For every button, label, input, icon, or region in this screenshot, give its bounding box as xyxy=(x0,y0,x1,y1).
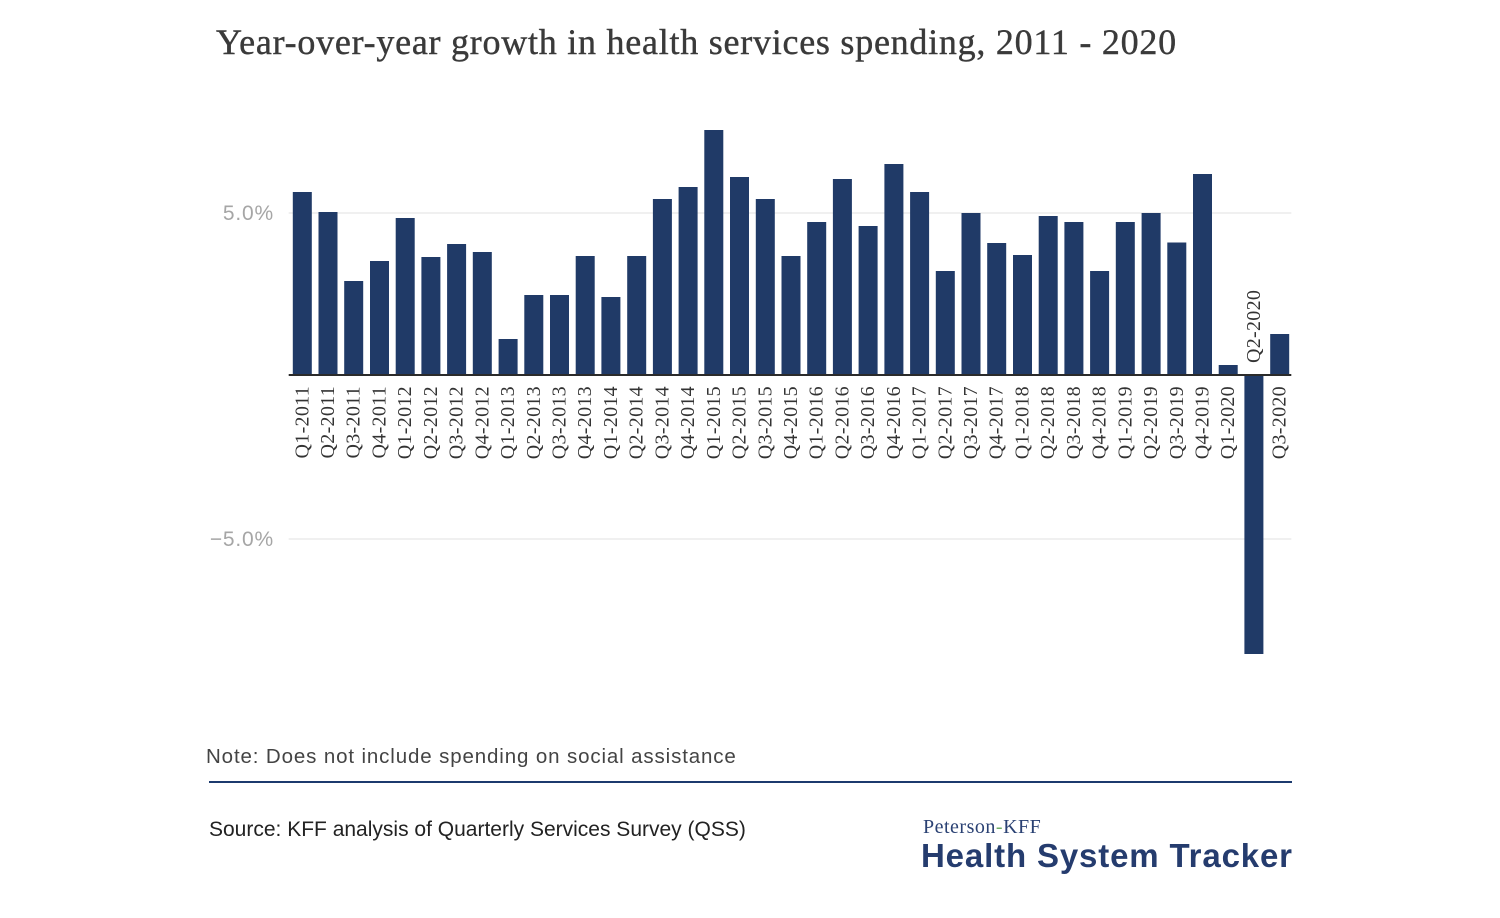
svg-text:Q4-2012: Q4-2012 xyxy=(471,386,493,459)
svg-text:Q2-2013: Q2-2013 xyxy=(523,386,545,459)
svg-text:Q4-2013: Q4-2013 xyxy=(574,386,596,459)
svg-text:Q4-2015: Q4-2015 xyxy=(780,386,802,459)
svg-text:Q1-2013: Q1-2013 xyxy=(497,386,519,459)
svg-text:Q3-2011: Q3-2011 xyxy=(343,386,365,458)
svg-text:Q4-2019: Q4-2019 xyxy=(1192,386,1214,459)
svg-text:Q2-2019: Q2-2019 xyxy=(1140,386,1162,459)
svg-text:Q1-2016: Q1-2016 xyxy=(806,386,828,459)
svg-text:Q2-2011: Q2-2011 xyxy=(317,386,339,458)
svg-text:Q1-2019: Q1-2019 xyxy=(1114,386,1136,459)
svg-text:Q4-2011: Q4-2011 xyxy=(369,386,391,458)
svg-text:Q3-2020: Q3-2020 xyxy=(1269,386,1291,459)
svg-text:Q1-2015: Q1-2015 xyxy=(703,386,725,459)
svg-text:Q1-2011: Q1-2011 xyxy=(291,386,313,458)
svg-text:Q4-2016: Q4-2016 xyxy=(883,386,905,459)
svg-text:Q2-2014: Q2-2014 xyxy=(626,386,648,459)
svg-text:Q2-2017: Q2-2017 xyxy=(934,386,956,459)
svg-text:Q3-2019: Q3-2019 xyxy=(1166,386,1188,459)
svg-text:Q3-2013: Q3-2013 xyxy=(549,386,571,459)
svg-text:Q2-2018: Q2-2018 xyxy=(1037,386,1059,459)
svg-text:Q2-2012: Q2-2012 xyxy=(420,386,442,459)
svg-text:Q2-2016: Q2-2016 xyxy=(831,386,853,459)
svg-text:Q3-2018: Q3-2018 xyxy=(1063,386,1085,459)
svg-text:Q4-2014: Q4-2014 xyxy=(677,386,699,459)
svg-text:Q4-2017: Q4-2017 xyxy=(986,386,1008,459)
svg-text:Q2-2015: Q2-2015 xyxy=(729,386,751,459)
svg-text:Q4-2018: Q4-2018 xyxy=(1089,386,1111,459)
svg-text:Q3-2014: Q3-2014 xyxy=(651,386,673,459)
svg-text:Q1-2017: Q1-2017 xyxy=(909,386,931,459)
svg-text:Q1-2014: Q1-2014 xyxy=(600,386,622,459)
svg-text:−5.0%: −5.0% xyxy=(210,528,274,551)
svg-text:5.0%: 5.0% xyxy=(223,202,274,225)
svg-text:Q3-2012: Q3-2012 xyxy=(446,386,468,459)
svg-text:Q1-2018: Q1-2018 xyxy=(1012,386,1034,459)
svg-text:Q2-2020: Q2-2020 xyxy=(1243,290,1265,363)
svg-text:Q3-2016: Q3-2016 xyxy=(857,386,879,459)
svg-text:Q1-2012: Q1-2012 xyxy=(394,386,416,459)
svg-text:Q3-2017: Q3-2017 xyxy=(960,386,982,459)
svg-text:Q1-2020: Q1-2020 xyxy=(1217,386,1239,459)
svg-text:Q3-2015: Q3-2015 xyxy=(754,386,776,459)
